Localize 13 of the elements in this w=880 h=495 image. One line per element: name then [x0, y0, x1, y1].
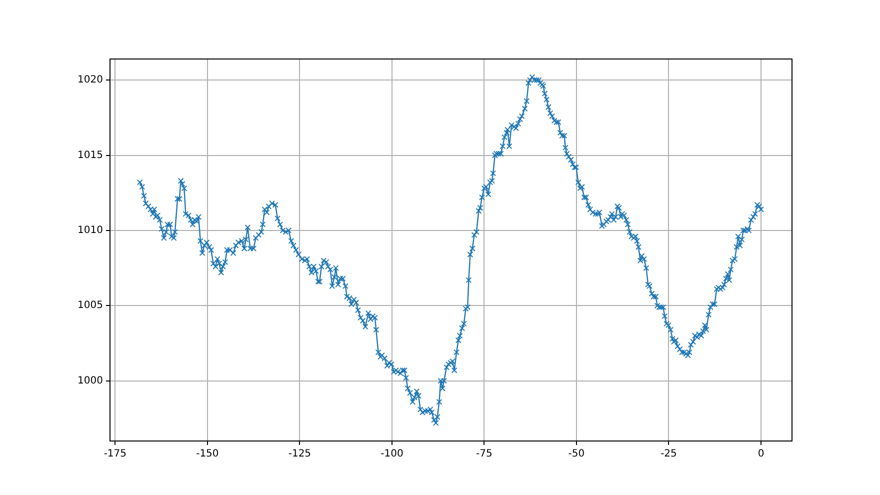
- x-tick-label: -150: [196, 448, 219, 460]
- x-tick-label: 0: [758, 448, 764, 460]
- y-tick-label: 1010: [78, 225, 103, 236]
- x-tick-label: -25: [660, 448, 677, 460]
- y-tick-label: 1005: [78, 300, 103, 312]
- x-tick-label: -175: [104, 448, 127, 460]
- x-tick-label: -100: [380, 448, 404, 460]
- y-tick-label: 1020: [78, 74, 103, 86]
- x-tick-label: -125: [288, 448, 312, 460]
- y-tick-label: 1000: [78, 375, 103, 386]
- y-tick-label: 1015: [78, 150, 103, 161]
- x-tick-label: -75: [476, 448, 492, 460]
- x-tick-label: -50: [568, 448, 585, 460]
